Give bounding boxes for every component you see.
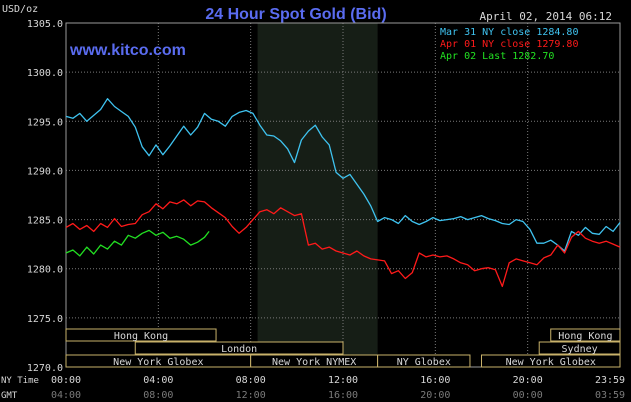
legend-item-apr02: Apr 02 Last 1282.70	[440, 51, 554, 62]
x-tick-label-gmt: 20:00	[420, 390, 450, 401]
x-tick-label-ny: 16:00	[420, 375, 450, 386]
series-lines	[65, 98, 621, 288]
session-box	[481, 354, 621, 368]
session-label: New York NYMEX	[272, 357, 356, 368]
legend-item-mar31: Mar 31 NY close 1284.80	[440, 27, 578, 38]
x-tick-label-gmt: 00:00	[513, 390, 543, 401]
session-label: Sydney	[562, 344, 598, 355]
x-tick-label-gmt: 04:00	[51, 390, 81, 401]
y-tick-label: 1285.0	[27, 216, 63, 227]
x-tick-label-ny: 08:00	[236, 375, 266, 386]
chart-date: April 02, 2014 06:12	[480, 10, 612, 23]
y-tick-label: 1270.0	[27, 363, 63, 374]
x-tick-label-ny: 04:00	[143, 375, 173, 386]
session-box	[377, 354, 471, 368]
x-axis-label-gmt: GMT	[1, 391, 18, 401]
session-label: NY Globex	[397, 357, 451, 368]
market-sessions: Hong Kong Hong Kong London Sydney New York G…	[65, 328, 621, 368]
session-box	[538, 341, 621, 355]
x-tick-label-gmt: 12:00	[236, 390, 266, 401]
y-tick-label: 1275.0	[27, 314, 63, 325]
series-line-0	[65, 98, 621, 252]
x-tick-label-ny: 00:00	[51, 375, 81, 386]
session-label: New York Globex	[113, 357, 203, 368]
session-box	[550, 328, 621, 342]
x-tick-label-ny: 12:00	[328, 375, 358, 386]
x-tick-label-ny: 20:00	[513, 375, 543, 386]
legend-item-apr01: Apr 01 NY close 1279.80	[440, 39, 578, 50]
nymex-session-shade	[257, 23, 378, 367]
y-tick-label: 1295.0	[27, 117, 63, 128]
x-tick-label-gmt: 03:59	[595, 390, 625, 401]
y-tick-label: 1290.0	[27, 166, 63, 177]
session-box	[134, 341, 344, 355]
x-axis-label-ny: NY Time	[1, 376, 39, 386]
x-tick-label-ny: 23:59	[595, 375, 625, 386]
series-line-2	[65, 229, 210, 257]
x-tick-label-gmt: 16:00	[328, 390, 358, 401]
series-line-1	[65, 199, 621, 288]
legend: Mar 31 NY close 1284.80 Apr 01 NY close …	[440, 27, 578, 62]
y-tick-label: 1280.0	[27, 265, 63, 276]
x-tick-labels: 00:00 04:00 04:00 08:00 08:00 12:00 12:00 16:00…	[51, 375, 625, 401]
session-label: Hong Kong	[114, 331, 168, 342]
session-box	[65, 328, 217, 342]
session-label: Hong Kong	[558, 331, 612, 342]
x-tick-label-gmt: 08:00	[143, 390, 173, 401]
y-tick-label: 1305.0	[27, 19, 63, 30]
session-label: London	[221, 344, 257, 355]
site-watermark: www.kitco.com	[69, 42, 186, 59]
session-label: New York Globex	[506, 357, 596, 368]
y-tick-labels: 1270.0 1275.0 1280.0 1285.0 1290.0 1295.0 1300…	[27, 19, 63, 374]
chart-title: 24 Hour Spot Gold (Bid)	[205, 6, 386, 23]
y-tick-label: 1300.0	[27, 68, 63, 79]
unit-label: USD/oz	[2, 4, 38, 15]
